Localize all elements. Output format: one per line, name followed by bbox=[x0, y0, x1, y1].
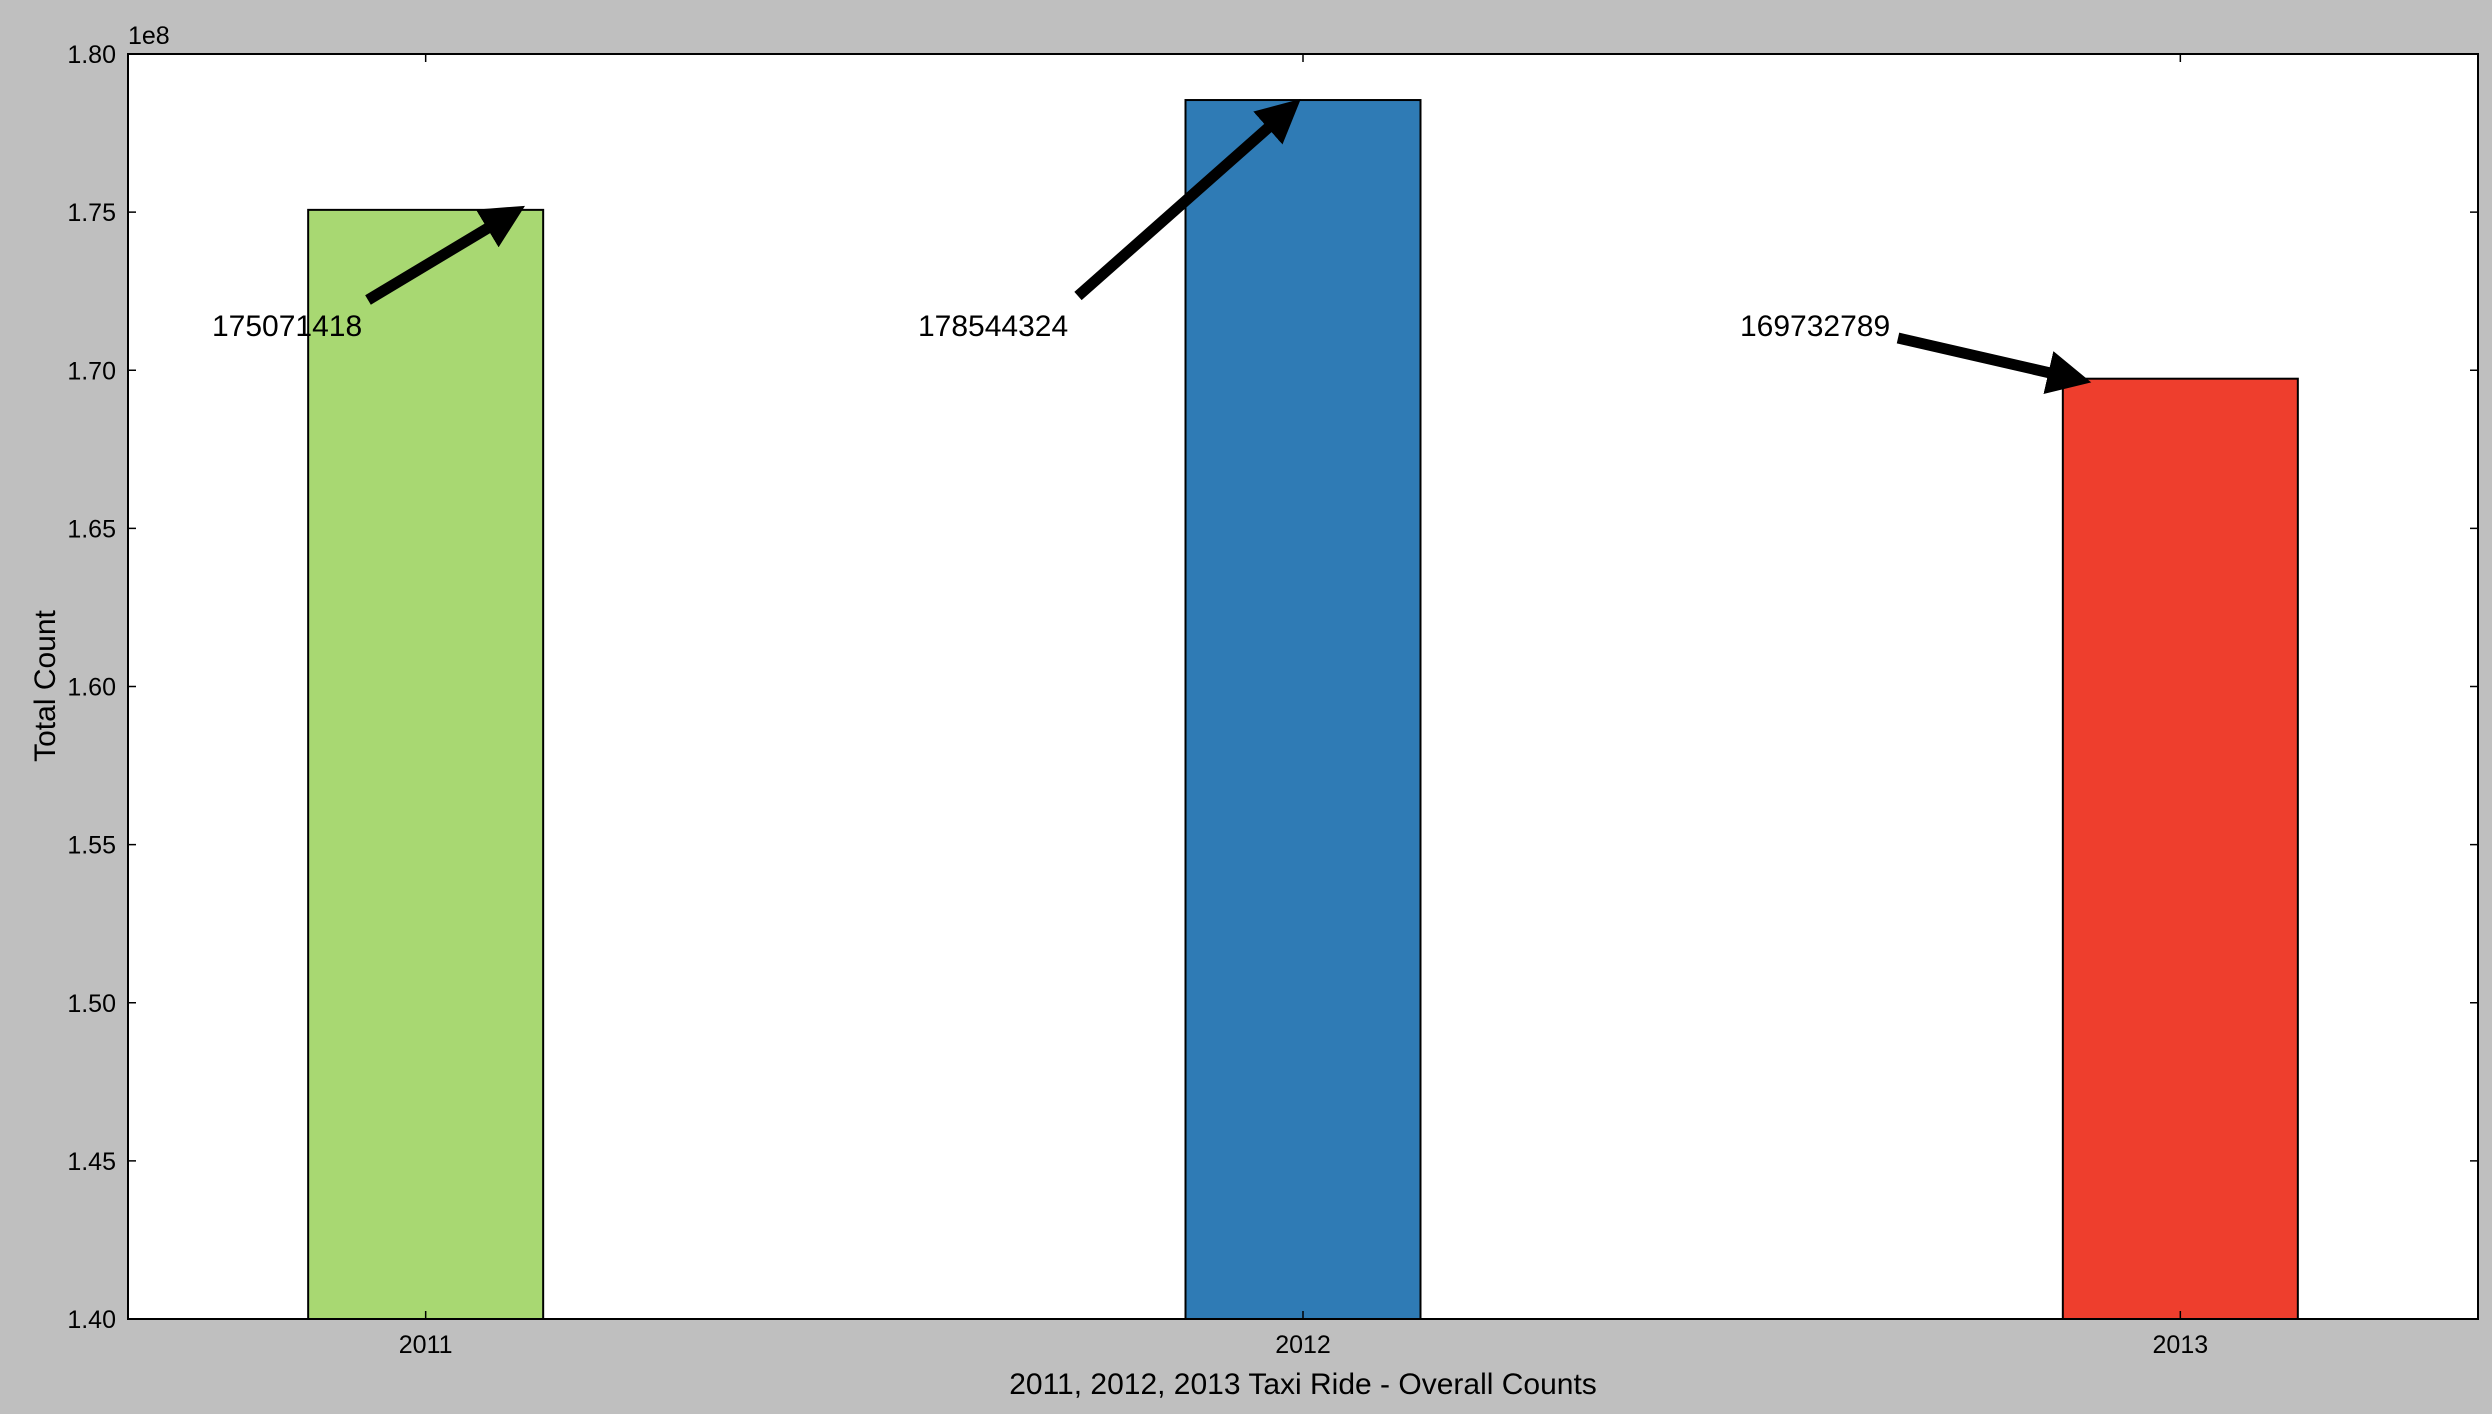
annotation-arrow-2012 bbox=[1074, 98, 1301, 301]
y-tick-label: 1.75 bbox=[67, 199, 116, 227]
y-tick-label: 1.60 bbox=[67, 674, 116, 702]
annotation-label-2011: 175071418 bbox=[212, 310, 362, 343]
annotation-label-2012: 178544324 bbox=[918, 310, 1068, 343]
y-tick-label: 1.55 bbox=[67, 832, 116, 860]
bar-2012 bbox=[1184, 99, 1422, 1320]
y-tick-label: 1.45 bbox=[67, 1148, 116, 1176]
annotation-arrow-2013 bbox=[1896, 332, 2092, 395]
bar-2011 bbox=[307, 208, 545, 1320]
annotation-arrow-2011 bbox=[365, 205, 525, 305]
y-axis-title: Total Count bbox=[29, 609, 62, 761]
y-tick-label: 1.40 bbox=[67, 1306, 116, 1334]
y-tick-label: 1.50 bbox=[67, 990, 116, 1018]
y-tick-label: 1.70 bbox=[67, 357, 116, 385]
x-tick-label: 2012 bbox=[1275, 1331, 1331, 1359]
x-tick-label: 2013 bbox=[2153, 1331, 2209, 1359]
y-tick-label: 1.65 bbox=[67, 515, 116, 543]
bar-2013 bbox=[2061, 377, 2299, 1320]
x-axis-title: 2011, 2012, 2013 Taxi Ride - Overall Cou… bbox=[1009, 1368, 1597, 1401]
y-offset-label: 1e8 bbox=[128, 22, 170, 50]
plot-frame bbox=[127, 53, 2479, 1320]
annotations-group: 175071418 178544324 169732789 bbox=[212, 98, 2092, 395]
ticks-group: 2011 2012 2013 1.40 1.45 1.50 1.55 1.60 1.65 1.70… bbox=[67, 41, 2478, 1359]
annotation-label-2013: 169732789 bbox=[1740, 310, 1890, 343]
bars-group bbox=[307, 99, 2299, 1320]
y-tick-label: 1.80 bbox=[67, 41, 116, 69]
x-tick-label: 2011 bbox=[399, 1331, 453, 1359]
